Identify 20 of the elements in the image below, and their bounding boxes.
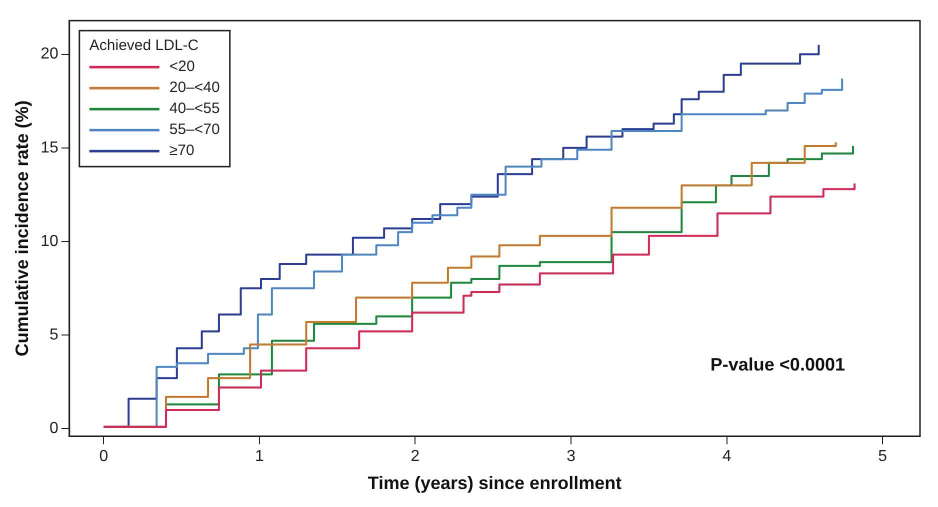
legend-label: 20–<40 xyxy=(169,79,220,96)
legend-label: 40–<55 xyxy=(169,100,220,118)
y-tick-label: 15 xyxy=(40,139,58,156)
y-tick-label: 10 xyxy=(40,232,58,250)
legend-title: Achieved LDL-C xyxy=(89,37,199,54)
legend-label: 55–<70 xyxy=(169,121,220,138)
y-axis-title: Cumulative incidence rate (%) xyxy=(12,100,32,356)
x-tick-label: 4 xyxy=(722,448,732,466)
x-tick-label: 3 xyxy=(566,448,576,466)
x-tick-label: 1 xyxy=(255,448,264,466)
y-tick-label: 5 xyxy=(49,326,58,344)
x-tick-label: 5 xyxy=(878,448,888,466)
x-tick-label: 0 xyxy=(99,448,108,466)
y-tick-label: 0 xyxy=(49,420,58,438)
legend-label: <20 xyxy=(169,58,195,76)
x-axis-title: Time (years) since enrollment xyxy=(368,473,622,494)
x-tick-label: 2 xyxy=(410,448,420,466)
y-tick-label: 20 xyxy=(40,46,58,63)
legend-label: ≥70 xyxy=(169,142,194,160)
annotation: P-value <0.0001 xyxy=(710,354,845,375)
